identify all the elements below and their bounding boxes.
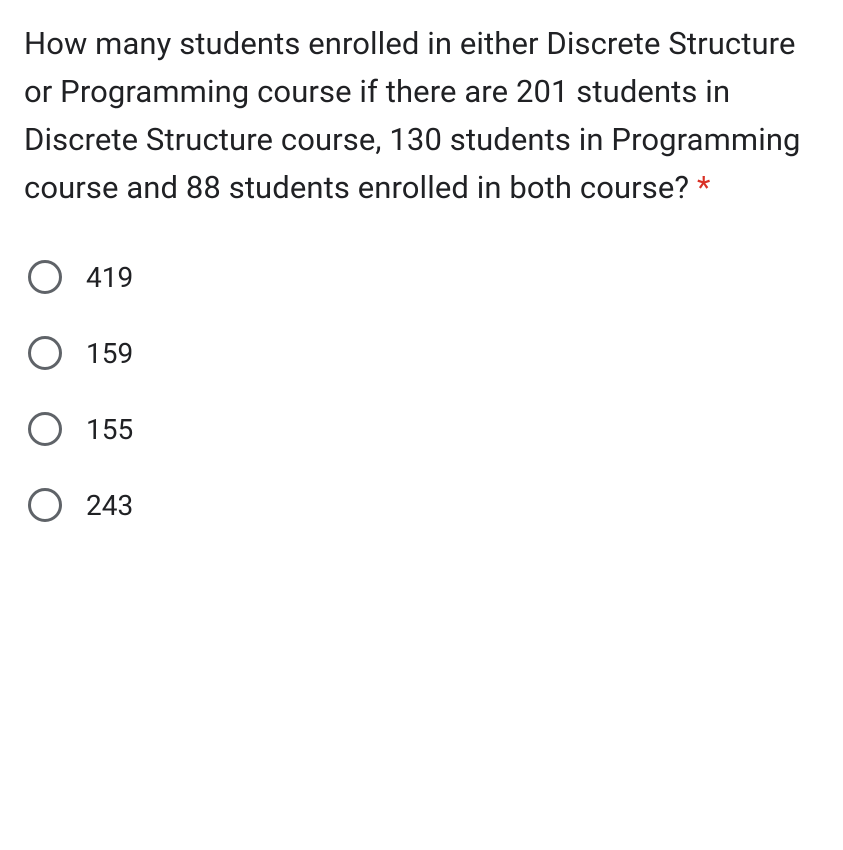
question-text: How many students enrolled in either Dis…	[24, 20, 819, 212]
required-asterisk: *	[697, 169, 710, 206]
options-group: 419 159 155 243	[24, 260, 819, 522]
radio-icon	[28, 412, 62, 446]
radio-icon	[28, 488, 62, 522]
option-label: 243	[86, 489, 133, 522]
option-2[interactable]: 155	[28, 412, 819, 446]
radio-icon	[28, 336, 62, 370]
option-label: 159	[86, 337, 133, 370]
question-body: How many students enrolled in either Dis…	[24, 25, 801, 206]
option-3[interactable]: 243	[28, 488, 819, 522]
radio-icon	[28, 260, 62, 294]
option-1[interactable]: 159	[28, 336, 819, 370]
option-label: 155	[86, 413, 133, 446]
option-0[interactable]: 419	[28, 260, 819, 294]
option-label: 419	[86, 261, 133, 294]
